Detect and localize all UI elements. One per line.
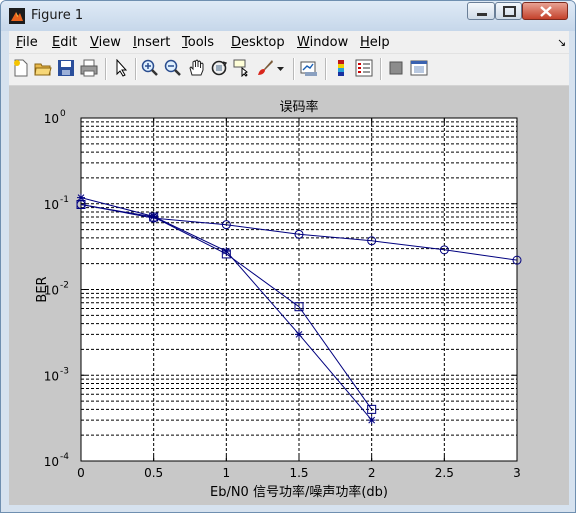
rotate-3d-icon[interactable]	[210, 59, 228, 77]
print-icon[interactable]	[80, 59, 98, 77]
open-file-icon[interactable]	[34, 59, 52, 77]
maximize-button[interactable]	[495, 2, 522, 20]
y-axis-label: BER	[35, 276, 50, 302]
toolbar-separator	[380, 58, 382, 80]
menu-tools[interactable]: Tools	[182, 35, 215, 50]
data-point-square	[367, 404, 377, 414]
close-button[interactable]	[522, 2, 568, 20]
colorbar-icon[interactable]	[332, 59, 350, 77]
x-tick-label: 1	[223, 466, 231, 480]
figure-canvas[interactable]: 0 0.5 1 1.5 2 2.5 3 10 0 10 -1 10 -2 10 -3 10 -4 误码率 Eb/N0…	[9, 86, 569, 505]
zoom-out-icon[interactable]	[164, 59, 182, 77]
figure-toolbar	[9, 54, 569, 86]
y-tick-label: 10	[44, 284, 59, 298]
y-tick-exponent: -1	[60, 195, 69, 205]
close-icon	[540, 6, 552, 17]
data-point-star	[295, 330, 303, 339]
menu-desktop[interactable]: Desktop	[231, 35, 285, 50]
y-tick-exponent: 0	[60, 109, 66, 119]
x-tick-label: 0.5	[144, 466, 163, 480]
y-tick-label: 10	[44, 369, 59, 383]
menu-view[interactable]: View	[90, 35, 121, 50]
title-bar[interactable]: Figure 1	[1, 1, 575, 31]
show-plot-tools-icon[interactable]	[410, 59, 428, 77]
menu-file[interactable]: File	[16, 35, 38, 50]
select-arrow-icon[interactable]	[112, 59, 130, 77]
y-tick-exponent: -3	[60, 366, 69, 376]
brush-dropdown-icon[interactable]	[276, 59, 285, 77]
window-title: Figure 1	[31, 8, 84, 23]
y-tick-exponent: -4	[60, 452, 69, 462]
y-tick-label: 10	[44, 198, 59, 212]
data-point-star	[367, 416, 376, 425]
new-figure-icon[interactable]	[12, 59, 30, 77]
data-point-star	[222, 247, 231, 256]
matlab-figure-icon	[9, 8, 25, 24]
x-tick-label: 0	[77, 466, 85, 480]
menu-window[interactable]: Window	[297, 35, 349, 50]
link-plot-icon[interactable]	[300, 59, 318, 77]
menu-edit[interactable]: Edit	[52, 35, 78, 50]
y-tick-label: 10	[44, 112, 59, 126]
menu-insert[interactable]: Insert	[133, 35, 171, 50]
x-tick-label: 3	[513, 466, 521, 480]
zoom-in-icon[interactable]	[141, 59, 159, 77]
data-point-circle	[439, 245, 449, 255]
toolbar-separator	[135, 58, 137, 80]
y-tick-exponent: -2	[60, 281, 69, 291]
hide-plot-tools-icon[interactable]	[387, 59, 405, 77]
brush-icon[interactable]	[256, 59, 274, 77]
toolbar-separator	[293, 58, 295, 80]
data-point-star	[149, 212, 158, 221]
menu-bar: File Edit View Insert Tools Desktop Wind…	[9, 31, 569, 54]
minimize-icon	[477, 13, 487, 16]
x-axis-label: Eb/N0 信号功率/噪声功率(db)	[210, 484, 388, 500]
data-point-circle	[367, 236, 377, 246]
y-tick-label: 10	[44, 455, 59, 469]
data-point-circle	[512, 255, 522, 265]
pan-hand-icon[interactable]	[187, 59, 205, 77]
x-tick-label: 2.5	[435, 466, 454, 480]
dock-arrow-icon[interactable]: ↘	[557, 36, 567, 49]
data-cursor-icon[interactable]	[233, 59, 251, 77]
toolbar-separator	[325, 58, 327, 80]
data-point-circle	[294, 229, 304, 239]
x-tick-label: 1.5	[289, 466, 308, 480]
legend-icon[interactable]	[355, 59, 373, 77]
chart-title: 误码率	[279, 99, 318, 115]
maximize-icon	[503, 6, 516, 17]
x-tick-label: 2	[368, 466, 376, 480]
data-point-square	[294, 302, 304, 312]
minimize-button[interactable]	[467, 2, 495, 20]
save-icon[interactable]	[57, 59, 75, 77]
toolbar-separator	[105, 58, 107, 80]
data-point-circle	[221, 220, 231, 230]
data-point-star	[77, 193, 85, 202]
menu-help[interactable]: Help	[360, 35, 390, 50]
